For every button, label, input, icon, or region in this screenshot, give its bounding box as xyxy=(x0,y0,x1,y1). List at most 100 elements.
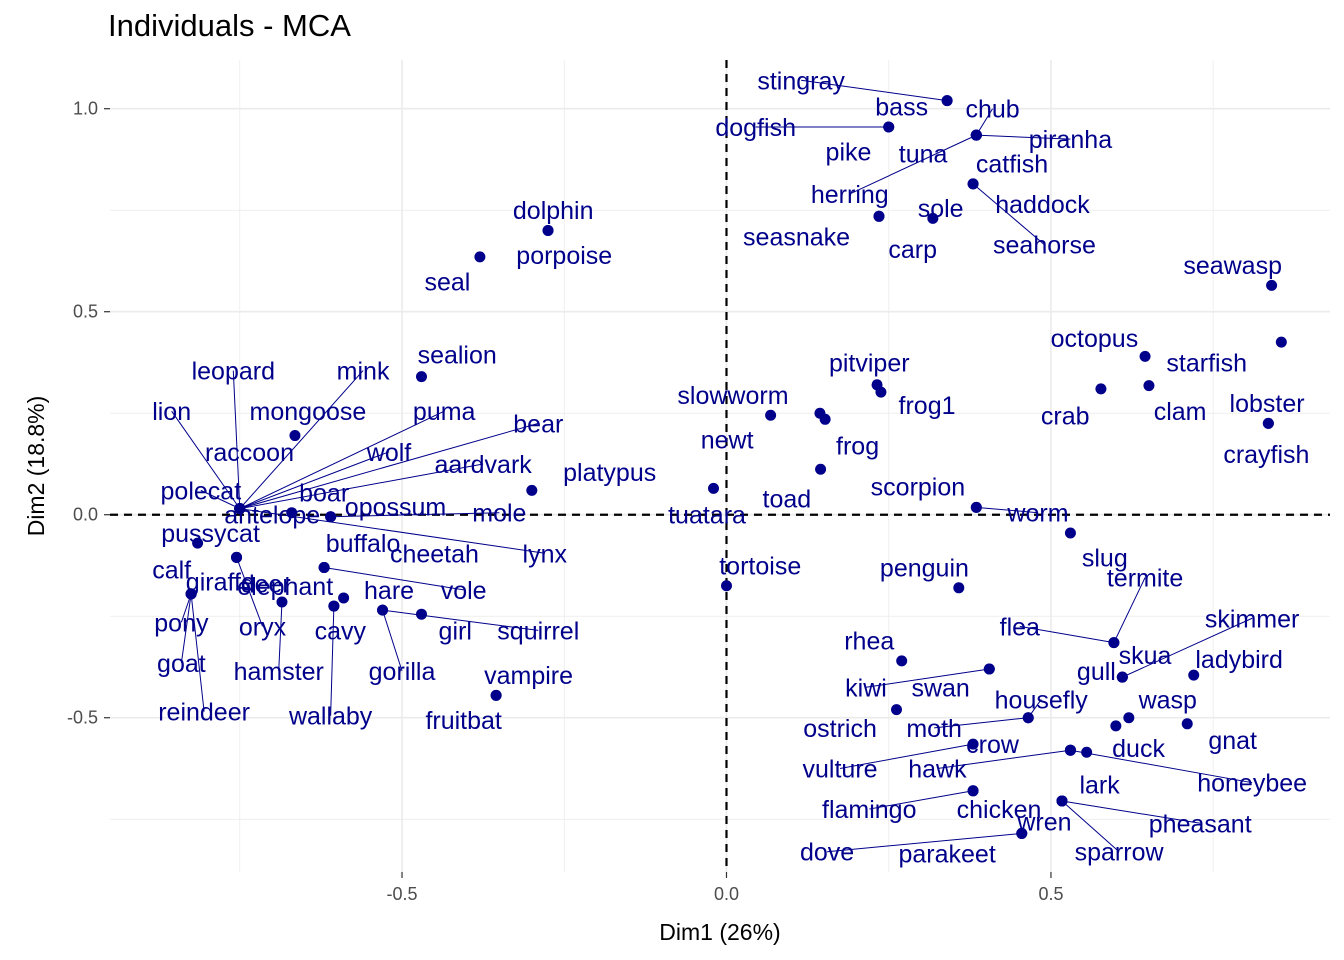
label-tuna: tuna xyxy=(899,140,948,168)
label-wolf: wolf xyxy=(366,439,412,467)
label-gnat: gnat xyxy=(1208,727,1257,755)
point-seal xyxy=(474,251,486,263)
point-wallaby xyxy=(328,600,340,612)
point-ostrich xyxy=(891,704,903,716)
label-gull: gull xyxy=(1077,658,1116,686)
label-cheetah: cheetah xyxy=(390,540,479,568)
connector-aardvark xyxy=(239,463,484,510)
label-honeybee: honeybee xyxy=(1197,770,1307,798)
label-flea: flea xyxy=(1000,613,1040,641)
point-gnat xyxy=(1181,718,1193,730)
connector-oryx xyxy=(236,557,263,627)
connector-puma xyxy=(239,410,445,510)
point-gorilla xyxy=(377,604,389,616)
label-boar: boar xyxy=(299,479,349,507)
point-flea xyxy=(1108,637,1120,649)
point-mongoose xyxy=(289,430,301,442)
point-sole xyxy=(927,212,939,224)
point-parakeet xyxy=(1016,827,1028,839)
point-frog1 xyxy=(875,386,887,398)
connector-wallaby xyxy=(330,606,335,716)
point-rhea xyxy=(896,655,908,667)
y-tick-label: 1.0 xyxy=(73,99,98,119)
connector-skimmer xyxy=(1122,617,1253,678)
label-octopus: octopus xyxy=(1051,325,1139,353)
point-penguin xyxy=(953,582,965,594)
label-chub: chub xyxy=(965,96,1019,124)
point-moth xyxy=(1022,712,1034,724)
point-starfish xyxy=(1275,336,1287,348)
point-toad xyxy=(815,463,827,475)
data-points xyxy=(185,95,1287,839)
label-sole: sole xyxy=(918,195,964,223)
point-seahorse xyxy=(967,178,979,190)
label-slug: slug xyxy=(1082,544,1128,572)
point-seawasp xyxy=(1266,279,1278,291)
connector-honeybee xyxy=(1070,749,1253,784)
label-porpoise: porpoise xyxy=(516,242,612,270)
point-girl xyxy=(415,608,427,620)
label-vulture: vulture xyxy=(803,755,878,783)
chart-title: Individuals - MCA xyxy=(108,8,351,43)
x-tick-label: -0.5 xyxy=(387,884,418,904)
label-catfish: catfish xyxy=(976,151,1048,179)
connector-squirrel xyxy=(382,609,539,631)
label-giraffe: giraffe xyxy=(186,569,255,597)
point-crayfish xyxy=(1262,417,1274,429)
connector-vulture xyxy=(839,743,974,769)
label-crayfish: crayfish xyxy=(1223,441,1309,469)
connector-polecat xyxy=(200,489,240,510)
label-buffalo: buffalo xyxy=(326,530,401,558)
point-duck xyxy=(1110,720,1122,732)
label-pike: pike xyxy=(826,138,872,166)
point-worm xyxy=(970,501,982,513)
point-boar xyxy=(286,507,298,519)
label-duck: duck xyxy=(1112,735,1165,763)
point-bass xyxy=(941,95,953,107)
connector-vole xyxy=(324,567,464,591)
label-lion: lion xyxy=(152,398,191,426)
label-sealion: sealion xyxy=(418,341,497,369)
point-swan xyxy=(983,663,995,675)
label-housefly: housefly xyxy=(995,686,1089,714)
point-lark xyxy=(1081,746,1093,758)
connector-gorilla xyxy=(382,609,403,672)
connector-mole xyxy=(330,512,500,518)
point-chicken xyxy=(967,785,979,797)
connector-leopard xyxy=(232,370,241,509)
label-herring: herring xyxy=(811,181,889,209)
point-pike xyxy=(883,121,895,133)
label-lobster: lobster xyxy=(1230,390,1305,418)
connector-pheasant xyxy=(1061,800,1201,824)
label-chicken: chicken xyxy=(957,796,1042,824)
label-dove: dove xyxy=(800,839,854,867)
connector-worm xyxy=(976,506,1039,514)
label-frog: frog xyxy=(836,433,879,461)
connector-termite xyxy=(1113,577,1146,643)
label-hare: hare xyxy=(364,577,414,605)
label-mole: mole xyxy=(472,500,526,528)
point-hare xyxy=(338,592,350,604)
connector-stingray xyxy=(801,79,948,102)
connector-piranha xyxy=(976,134,1071,140)
connector-hawk xyxy=(937,749,1071,769)
connector-bear xyxy=(239,422,539,510)
connector-lion xyxy=(171,410,241,509)
label-toad: toad xyxy=(763,485,812,513)
label-carp: carp xyxy=(888,236,937,264)
label-crow: crow xyxy=(966,731,1020,759)
point-clam xyxy=(1143,380,1155,392)
connector-herring xyxy=(849,134,977,195)
label-opossum: opossum xyxy=(345,494,446,522)
label-slowworm: slowworm xyxy=(677,382,788,410)
label-puma: puma xyxy=(413,398,476,426)
x-tick-label: 0.0 xyxy=(714,884,739,904)
point-tortoise xyxy=(720,580,732,592)
y-axis-ticks: -0.5 0.0 0.5 1.0 xyxy=(67,99,110,728)
point-fruitbat xyxy=(490,689,502,701)
label-wasp: wasp xyxy=(1138,686,1197,714)
point-honeybee xyxy=(1064,744,1076,756)
label-parakeet: parakeet xyxy=(898,841,995,869)
label-polecat: polecat xyxy=(161,477,242,505)
